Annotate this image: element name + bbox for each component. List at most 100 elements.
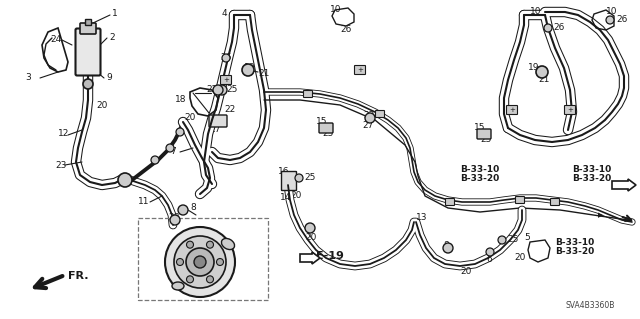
Text: 10: 10 [530, 8, 541, 17]
Text: 15: 15 [316, 117, 328, 127]
Text: SVA4B3360B: SVA4B3360B [565, 301, 614, 310]
Bar [85, 19, 91, 25]
FancyBboxPatch shape [221, 76, 232, 85]
Text: 22: 22 [363, 112, 374, 121]
FancyBboxPatch shape [209, 115, 227, 127]
Circle shape [207, 241, 214, 248]
Circle shape [151, 156, 159, 164]
FancyBboxPatch shape [319, 123, 333, 133]
Text: 16: 16 [278, 167, 289, 176]
Text: 22: 22 [224, 106, 236, 115]
Text: 14: 14 [280, 194, 291, 203]
Circle shape [186, 248, 214, 276]
Text: 18: 18 [175, 95, 186, 105]
Text: 23: 23 [55, 160, 67, 169]
FancyBboxPatch shape [515, 197, 525, 204]
Text: FR.: FR. [68, 271, 88, 281]
Text: 20: 20 [96, 100, 108, 109]
Text: ▶: ▶ [598, 212, 604, 218]
Circle shape [305, 223, 315, 233]
Circle shape [486, 248, 494, 256]
Circle shape [170, 215, 180, 225]
Circle shape [207, 276, 214, 283]
Text: 21: 21 [258, 70, 269, 78]
Text: 26: 26 [553, 24, 564, 33]
Text: E-19: E-19 [316, 251, 344, 261]
Circle shape [178, 205, 188, 215]
Text: 25: 25 [226, 85, 237, 94]
Text: +: + [509, 107, 515, 113]
Circle shape [186, 241, 193, 248]
Text: 28: 28 [168, 213, 179, 222]
Circle shape [536, 66, 548, 78]
FancyBboxPatch shape [355, 65, 365, 75]
Text: 20: 20 [290, 191, 301, 201]
Text: 10: 10 [606, 8, 618, 17]
Circle shape [216, 258, 223, 265]
FancyBboxPatch shape [445, 198, 454, 205]
Circle shape [498, 236, 506, 244]
Circle shape [176, 128, 184, 136]
Circle shape [118, 173, 132, 187]
Text: B-33-20: B-33-20 [572, 174, 611, 183]
Circle shape [222, 54, 230, 62]
FancyBboxPatch shape [550, 198, 559, 205]
Text: 21: 21 [538, 76, 549, 85]
Circle shape [166, 144, 174, 152]
Circle shape [174, 236, 226, 288]
FancyBboxPatch shape [80, 23, 96, 34]
Text: 11: 11 [138, 197, 150, 206]
Circle shape [83, 79, 93, 89]
FancyBboxPatch shape [477, 129, 491, 139]
Circle shape [443, 243, 453, 253]
Text: 5: 5 [524, 234, 530, 242]
Circle shape [186, 276, 193, 283]
Text: 25: 25 [304, 173, 316, 182]
Text: 25: 25 [507, 235, 518, 244]
Text: B-33-20: B-33-20 [460, 174, 499, 183]
Bar [138, 218, 268, 300]
Text: 4: 4 [222, 10, 228, 19]
Circle shape [242, 64, 254, 76]
Text: 20: 20 [460, 268, 472, 277]
FancyBboxPatch shape [376, 110, 385, 117]
Text: +: + [357, 67, 363, 73]
Ellipse shape [172, 282, 184, 290]
Circle shape [165, 227, 235, 297]
FancyBboxPatch shape [76, 28, 100, 76]
Text: B-33-10: B-33-10 [460, 165, 499, 174]
Circle shape [213, 85, 223, 95]
Text: 19: 19 [528, 63, 540, 72]
Text: B-33-20: B-33-20 [555, 247, 595, 256]
Text: +: + [567, 107, 573, 113]
Text: 20: 20 [184, 114, 195, 122]
Text: 6: 6 [486, 256, 492, 264]
Circle shape [177, 258, 184, 265]
Ellipse shape [221, 238, 234, 249]
Text: 9: 9 [106, 72, 112, 81]
Text: 13: 13 [416, 213, 428, 222]
Text: 20: 20 [514, 254, 525, 263]
Text: 24: 24 [50, 35, 61, 44]
Circle shape [365, 113, 375, 123]
Text: 10: 10 [330, 5, 342, 14]
Circle shape [194, 256, 206, 268]
Text: B-33-10: B-33-10 [555, 238, 595, 247]
Circle shape [217, 85, 227, 95]
Circle shape [544, 24, 552, 32]
Text: 20: 20 [305, 234, 316, 242]
Text: 27: 27 [362, 122, 373, 130]
Circle shape [606, 16, 614, 24]
Text: 26: 26 [616, 16, 627, 25]
Text: 19: 19 [244, 63, 255, 71]
FancyBboxPatch shape [282, 172, 296, 190]
Text: 7: 7 [170, 147, 176, 157]
Text: 15: 15 [474, 123, 486, 132]
Text: 8: 8 [190, 204, 196, 212]
FancyBboxPatch shape [564, 106, 575, 115]
Text: 25: 25 [480, 136, 492, 145]
Text: 22: 22 [206, 85, 217, 93]
FancyArrow shape [300, 252, 320, 264]
Text: 26: 26 [220, 53, 232, 62]
FancyArrow shape [612, 179, 636, 191]
